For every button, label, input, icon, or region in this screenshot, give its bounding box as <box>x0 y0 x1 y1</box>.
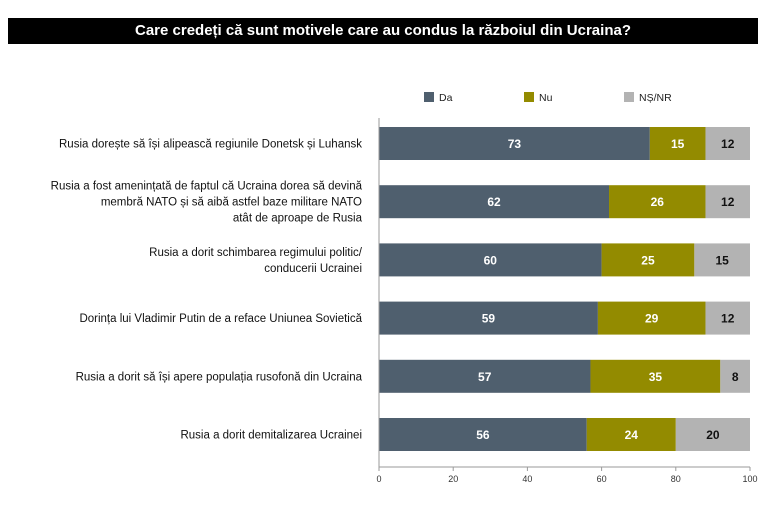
data-label: 62 <box>487 195 501 209</box>
bar-segment <box>597 301 706 335</box>
category-label: Rusia a dorit demitalizarea Ucrainei <box>180 430 362 442</box>
legend-swatch-2 <box>624 92 634 102</box>
legend-label-0: Da <box>439 92 453 104</box>
legend: Da Nu NȘ/NR <box>424 92 672 104</box>
bar-segment <box>705 127 750 160</box>
legend-label-2: NȘ/NR <box>639 92 672 104</box>
bar-segment <box>705 301 750 335</box>
data-label: 12 <box>721 312 735 326</box>
bars: 73 15 12 62 26 12 60 25 15 59 29 12 57 35 8 56 24 20 <box>379 127 750 451</box>
x-axis: 0 20 40 60 80 100 <box>376 118 758 484</box>
data-label: 35 <box>649 370 663 384</box>
bar-segment <box>379 418 587 451</box>
bar-segment <box>720 359 750 393</box>
data-label: 20 <box>706 428 720 442</box>
category-label: Rusia a dorit să își apere populația rus… <box>76 371 363 383</box>
data-label: 8 <box>732 370 739 384</box>
x-tick-label: 0 <box>376 474 381 484</box>
bar-segment <box>675 418 750 451</box>
category-label: membră NATO și să aibă astfel baze milit… <box>101 197 362 209</box>
bar-segment <box>649 127 706 160</box>
bar-segment <box>705 185 750 219</box>
data-label: 25 <box>641 253 655 267</box>
data-label: 57 <box>478 370 492 384</box>
data-label: 56 <box>476 428 490 442</box>
bar-segment <box>694 243 750 277</box>
category-label: Rusia a dorit schimbarea regimului polit… <box>149 247 363 259</box>
category-labels: Rusia dorește să își alipească regiunile… <box>51 139 363 442</box>
bar-segment <box>379 243 602 277</box>
legend-label-1: Nu <box>539 92 553 104</box>
x-tick-label: 80 <box>671 474 681 484</box>
bar-segment <box>586 418 676 451</box>
category-label: atât de aproape de Rusia <box>233 213 363 225</box>
data-label: 12 <box>721 137 735 151</box>
bar-segment <box>590 359 721 393</box>
data-label: 59 <box>482 312 496 326</box>
data-label: 15 <box>671 137 685 151</box>
bar-segment <box>379 301 598 335</box>
x-tick-label: 60 <box>597 474 607 484</box>
bar-segment <box>601 243 695 277</box>
legend-swatch-1 <box>524 92 534 102</box>
data-label: 26 <box>651 195 665 209</box>
bar-segment <box>379 127 650 160</box>
category-label: Dorința lui Vladimir Putin de a reface U… <box>79 313 362 325</box>
category-label: conducerii Ucrainei <box>264 263 362 275</box>
data-label: 15 <box>715 253 729 267</box>
data-label: 29 <box>645 312 659 326</box>
bar-segment <box>609 185 706 219</box>
category-label: Rusia dorește să își alipească regiunile… <box>59 139 362 151</box>
legend-swatch-0 <box>424 92 434 102</box>
data-label: 12 <box>721 195 735 209</box>
data-label: 60 <box>484 253 498 267</box>
data-label: 73 <box>508 137 522 151</box>
data-label: 24 <box>625 428 639 442</box>
chart-title: Care credeți că sunt motivele care au co… <box>8 18 758 44</box>
bar-segment <box>379 359 591 393</box>
category-label: Rusia a fost amenințată de faptul că Ucr… <box>51 181 363 193</box>
x-tick-label: 40 <box>522 474 532 484</box>
x-tick-label: 20 <box>448 474 458 484</box>
bar-segment <box>379 185 610 219</box>
x-tick-label: 100 <box>742 474 757 484</box>
